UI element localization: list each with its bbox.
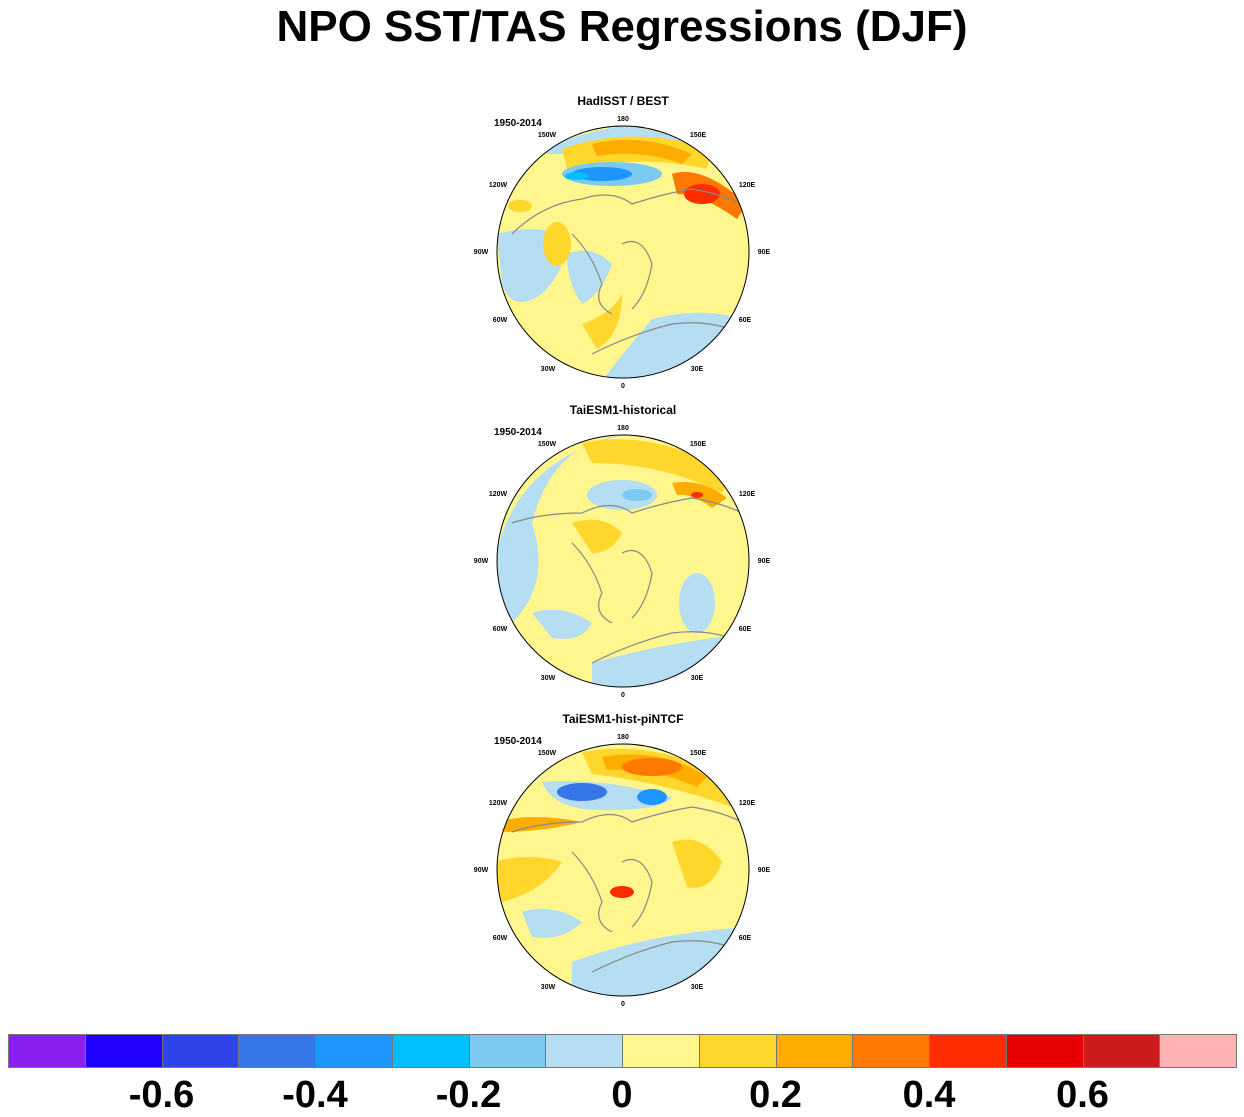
- map-panel-taiesm1-hist-pintcf: TaiESM1-hist-piNTCF 1950-2014 180 150E 1…: [472, 712, 774, 1012]
- figure-title: NPO SST/TAS Regressions (DJF): [276, 2, 968, 51]
- colorbar-box: [1159, 1034, 1237, 1068]
- map-panel-taiesm1-historical: TaiESM1-historical 1950-2014 180 150E 12…: [472, 403, 774, 703]
- lon-label-30e: 30E: [691, 984, 704, 991]
- lon-label-30w: 30W: [541, 366, 556, 373]
- lon-label-30e: 30E: [691, 366, 704, 373]
- lon-label-150w: 150W: [538, 132, 557, 139]
- colorbar-box: [315, 1034, 393, 1068]
- lon-label-60w: 60W: [493, 935, 508, 942]
- lon-label-0: 0: [621, 1001, 625, 1008]
- colorbar: [8, 1034, 1237, 1070]
- lon-label-30e: 30E: [691, 675, 704, 682]
- panel-period: 1950-2014: [494, 118, 542, 129]
- lon-label-150e: 150E: [690, 750, 707, 757]
- panel-period: 1950-2014: [494, 427, 542, 438]
- panel-title: HadISST / BEST: [577, 94, 669, 108]
- lon-label-150w: 150W: [538, 441, 557, 448]
- lon-label-90w: 90W: [474, 558, 489, 565]
- lon-label-60w: 60W: [493, 626, 508, 633]
- colorbar-box: [238, 1034, 316, 1068]
- panel-title: TaiESM1-historical: [569, 403, 677, 417]
- lon-label-150e: 150E: [690, 441, 707, 448]
- colorbar-tick-label: 0.2: [749, 1074, 802, 1116]
- colorbar-tick-label: 0.6: [1056, 1074, 1109, 1116]
- colorbar-box: [622, 1034, 700, 1068]
- lon-label-60w: 60W: [493, 317, 508, 324]
- lon-label-180: 180: [617, 734, 629, 741]
- lon-label-0: 0: [621, 383, 625, 390]
- map-panel-hadisst-best: HadISST / BEST 1950-2014 180 150E: [472, 94, 774, 394]
- colorbar-box: [391, 1034, 470, 1068]
- colorbar-box: [852, 1034, 930, 1068]
- lon-label-120w: 120W: [489, 491, 508, 498]
- colorbar-box: [8, 1034, 86, 1068]
- colorbar-box: [545, 1034, 623, 1068]
- lon-label-90e: 90E: [758, 249, 771, 256]
- lon-label-120e: 120E: [739, 182, 756, 189]
- colorbar-tick-label: -0.2: [435, 1074, 502, 1116]
- colorbar-box: [698, 1034, 777, 1068]
- lon-label-90e: 90E: [758, 558, 771, 565]
- lon-label-180: 180: [617, 425, 629, 432]
- lon-label-150w: 150W: [538, 750, 557, 757]
- polar-map: 180 150E 120E 90E 60E 30E 0 30W 60W 90W …: [474, 425, 771, 699]
- colorbar-box: [1082, 1034, 1161, 1068]
- lon-label-150e: 150E: [690, 132, 707, 139]
- lon-label-120w: 120W: [489, 182, 508, 189]
- lon-label-60e: 60E: [739, 317, 752, 324]
- lon-label-60e: 60E: [739, 935, 752, 942]
- panel-title: TaiESM1-hist-piNTCF: [562, 712, 684, 726]
- colorbar-box: [468, 1034, 547, 1068]
- lon-label-0: 0: [621, 692, 625, 699]
- polar-map: 180 150E 120E 90E 60E 30E 0 30W 60W 90W …: [474, 116, 771, 390]
- colorbar-box: [929, 1034, 1007, 1068]
- lon-label-30w: 30W: [541, 675, 556, 682]
- lon-label-120w: 120W: [489, 800, 508, 807]
- polar-map: 180 150E 120E 90E 60E 30E 0 30W 60W 90W …: [474, 734, 771, 1008]
- colorbar-box: [1005, 1034, 1084, 1068]
- lon-label-90w: 90W: [474, 867, 489, 874]
- colorbar-tick-label: -0.6: [128, 1074, 195, 1116]
- colorbar-box: [775, 1034, 854, 1068]
- colorbar-tick-label: 0: [611, 1074, 633, 1116]
- lon-label-90e: 90E: [758, 867, 771, 874]
- lon-label-30w: 30W: [541, 984, 556, 991]
- lon-label-180: 180: [617, 116, 629, 123]
- lon-label-90w: 90W: [474, 249, 489, 256]
- lon-label-60e: 60E: [739, 626, 752, 633]
- lon-label-120e: 120E: [739, 491, 756, 498]
- lon-label-120e: 120E: [739, 800, 756, 807]
- colorbar-box: [84, 1034, 163, 1068]
- colorbar-tick-label: -0.4: [282, 1074, 348, 1116]
- colorbar-box: [161, 1034, 240, 1068]
- panel-period: 1950-2014: [494, 736, 542, 747]
- colorbar-tick-label: 0.4: [902, 1074, 956, 1116]
